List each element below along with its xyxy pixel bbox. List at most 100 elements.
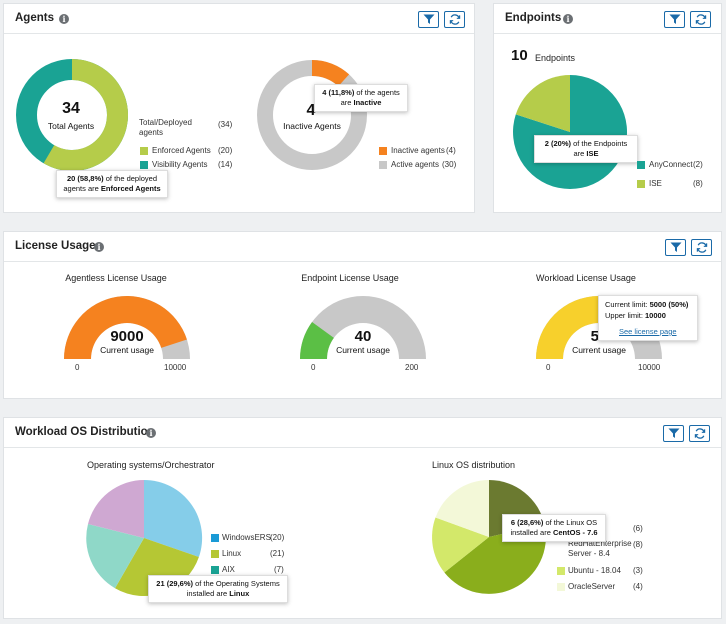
filter-button[interactable] [664, 11, 685, 28]
endpoint-gauge-max: 200 [405, 363, 419, 372]
license-card-header: License Usage i [4, 232, 721, 262]
inactive-swatch [379, 147, 387, 155]
filter-button[interactable] [665, 239, 686, 256]
info-icon[interactable]: i [59, 14, 69, 24]
enforced-legend-count: (20) [218, 146, 233, 155]
endpoint-gauge-value: 40 [354, 328, 372, 345]
windows-swatch [211, 534, 219, 542]
agentless-gauge-title: Agentless License Usage [65, 273, 167, 283]
ubuntu-legend-label[interactable]: Ubuntu - 18.04 [568, 566, 621, 575]
os-card: Workload OS Distribution i Operating sys… [3, 417, 722, 619]
oracle-legend-label[interactable]: OracleServer [568, 582, 616, 591]
aix-swatch [211, 566, 219, 574]
total-agents-value: 34 [62, 100, 80, 117]
workload-gauge-max: 10000 [638, 363, 661, 372]
enforced-legend-label[interactable]: Enforced Agents [152, 146, 211, 155]
aix-legend-label[interactable]: AIX [222, 565, 235, 574]
inactive-legend-count: (4) [446, 146, 456, 155]
anyconnect-legend-label[interactable]: AnyConnect [649, 160, 693, 169]
inactive-tooltip: 4 (11,8%) of the agents are Inactive [314, 84, 408, 112]
agentless-gauge-label: Current usage [100, 345, 154, 355]
agentless-gauge-value: 9000 [110, 328, 144, 345]
endpoints-count-label: Endpoints [535, 53, 576, 63]
centos-legend-count: (6) [633, 524, 643, 533]
endpoint-gauge-min: 0 [311, 363, 316, 372]
refresh-icon [694, 428, 706, 439]
total-agents-label: Total Agents [47, 121, 95, 131]
aix-slice[interactable] [86, 524, 144, 589]
ise-legend-label[interactable]: ISE [649, 179, 662, 188]
refresh-button[interactable] [691, 239, 712, 256]
oracle-legend-count: (4) [633, 582, 643, 591]
workload-tooltip: Current limit: 5000 (50%) Upper limit: 1… [598, 295, 698, 341]
info-icon[interactable]: i [563, 14, 573, 24]
filter-button[interactable] [418, 11, 439, 28]
os-tooltip: 21 (29,6%) of the Operating Systems inst… [148, 575, 288, 603]
endpoints-card-header: Endpoints i [494, 4, 721, 34]
os-pie [86, 479, 203, 597]
filter-icon [668, 428, 680, 438]
endpoint-gauge-title: Endpoint License Usage [301, 273, 399, 283]
agentless-gauge [64, 295, 190, 359]
license-card: License Usage i Agentless License Usage … [3, 231, 722, 399]
endpoints-tooltip: 2 (20%) of the Endpoints are ISE [534, 135, 638, 163]
agents-title: Agents [15, 12, 54, 24]
endpoints-card: Endpoints i 10 Endpoints 2 (20%) of the … [493, 3, 722, 213]
enforced-segment[interactable] [43, 59, 128, 171]
refresh-icon [696, 242, 708, 253]
legend-heading: Total/Deployed agents [139, 118, 192, 137]
see-license-page-link[interactable]: See license page [619, 327, 677, 336]
active-legend-label[interactable]: Active agents [391, 160, 440, 169]
anyconnect-slice[interactable] [515, 75, 570, 132]
info-icon[interactable]: i [94, 242, 104, 252]
linux-legend-count: (21) [270, 549, 285, 558]
active-swatch [379, 161, 387, 169]
visibility-swatch [140, 161, 148, 169]
workload-gauge-title: Workload License Usage [536, 273, 636, 283]
other-os-slice[interactable] [88, 480, 144, 538]
inactive-agents-value: 4 [306, 102, 316, 119]
refresh-button[interactable] [444, 11, 465, 28]
refresh-icon [449, 14, 461, 25]
os-card-header: Workload OS Distribution i [4, 418, 721, 448]
os-chart-title: Operating systems/Orchestrator [87, 460, 215, 470]
ubuntu-legend-count: (3) [633, 566, 643, 575]
refresh-icon [695, 14, 707, 25]
filter-button[interactable] [663, 425, 684, 442]
inactive-agents-donut [257, 60, 367, 170]
windows-legend-label[interactable]: WindowsERS [222, 533, 271, 542]
workload-gauge-fill [536, 296, 599, 359]
endpoint-gauge-fill [300, 321, 334, 359]
ubuntu-slice[interactable] [432, 517, 489, 573]
visibility-legend-label[interactable]: Visibility Agents [152, 160, 208, 169]
inactive-legend-label[interactable]: Inactive agents [391, 146, 445, 155]
linux-chart-title: Linux OS distribution [432, 460, 516, 470]
os-title: Workload OS Distribution [15, 426, 155, 438]
endpoint-gauge-label: Current usage [336, 345, 390, 355]
agents-card-header: Agents i [4, 4, 474, 34]
endpoints-count: 10 [511, 47, 528, 64]
agentless-gauge-min: 0 [75, 363, 80, 372]
windows-legend-count: (20) [270, 533, 285, 542]
redhat-legend-label[interactable]: RedHatEnterprise Server - 8.4 [568, 539, 632, 558]
license-title: License Usage [15, 240, 96, 252]
agents-card: Agents i 34 Total Agents Total/Deployed … [3, 3, 475, 213]
ubuntu-swatch [557, 567, 565, 575]
enforced-tooltip: 20 (58,8%) of the deployed agents are En… [56, 170, 168, 198]
redhat-legend-count: (8) [633, 540, 643, 549]
active-legend-count: (30) [442, 160, 457, 169]
info-icon[interactable]: i [146, 428, 156, 438]
linux-legend-label[interactable]: Linux [222, 549, 242, 558]
endpoints-pie [513, 75, 628, 189]
enforced-swatch [140, 147, 148, 155]
windows-slice[interactable] [144, 479, 203, 557]
anyconnect-legend-count: (2) [693, 160, 703, 169]
refresh-button[interactable] [690, 11, 711, 28]
linux-swatch [211, 550, 219, 558]
refresh-button[interactable] [689, 425, 710, 442]
aix-legend-count: (7) [274, 565, 284, 574]
workload-gauge-label: Current usage [572, 345, 626, 355]
legend-heading-count: (34) [218, 120, 233, 129]
inactive-segment[interactable] [311, 60, 350, 87]
oracle-slice[interactable] [435, 480, 490, 537]
